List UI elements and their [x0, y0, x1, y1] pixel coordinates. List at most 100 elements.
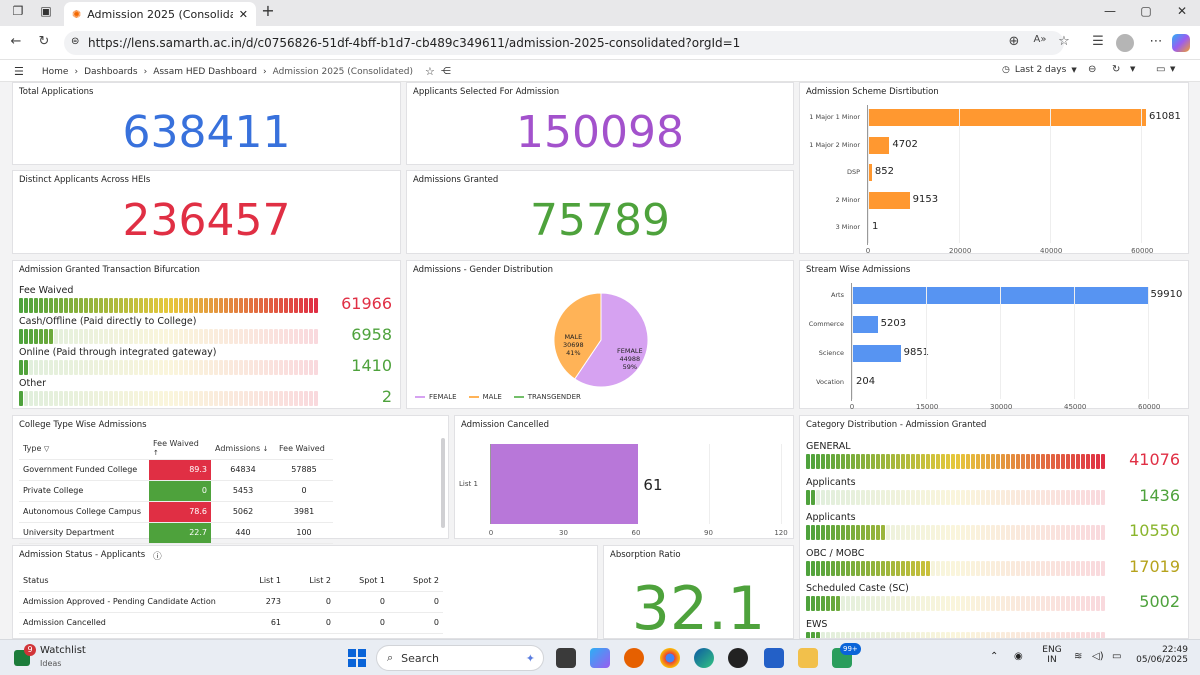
gauge-cell — [1056, 489, 1060, 505]
breadcrumb-dashboards[interactable]: Dashboards — [84, 66, 138, 77]
favorite-icon[interactable]: ☆ — [1058, 34, 1070, 49]
gauge-cell — [174, 391, 178, 406]
column-header-fee-waived[interactable]: Fee Waived — [275, 438, 333, 460]
gauge-cell — [1056, 631, 1060, 638]
minimize-icon[interactable]: — — [1104, 4, 1116, 18]
gauge-cell — [134, 360, 138, 375]
site-info-icon[interactable]: ⊜ — [71, 36, 80, 47]
gauge-cell — [69, 391, 73, 406]
breadcrumb-folder[interactable]: Assam HED Dashboard — [153, 66, 257, 77]
gauge-cell — [1046, 596, 1050, 611]
back-icon[interactable]: ← — [10, 34, 22, 49]
legend-item: FEMALE — [415, 393, 457, 401]
menu-icon[interactable]: ⋯ — [1149, 34, 1163, 49]
gauge-cell — [1076, 489, 1080, 505]
gauge-cell — [996, 631, 1000, 638]
gauge-cell — [1041, 525, 1045, 540]
store-icon[interactable] — [764, 648, 784, 668]
gauge-cell — [901, 525, 905, 540]
close-window-icon[interactable]: ✕ — [1176, 4, 1188, 18]
volume-icon[interactable]: ◁) — [1092, 651, 1104, 662]
file-explorer-icon[interactable] — [798, 648, 818, 668]
profile-avatar[interactable] — [1116, 34, 1134, 52]
gauge-cell — [289, 329, 293, 344]
taskbar-search-box[interactable]: ⌕ Search ✦ — [376, 645, 544, 671]
show-hidden-icons[interactable]: ⌃ — [990, 651, 999, 662]
workspaces-icon[interactable]: ❐ — [12, 4, 24, 18]
gauge-cell — [841, 560, 845, 576]
gauge-cell — [1051, 454, 1055, 469]
column-header-fee-waived-pct[interactable]: Fee Waived ↑ — [149, 438, 211, 460]
time-picker[interactable]: ◷ Last 2 days ▼ — [1002, 65, 1077, 75]
gauge-cell — [229, 298, 233, 313]
tv-mode-icon[interactable]: ▭ — [1156, 64, 1166, 75]
watchlist-title[interactable]: Watchlist — [40, 645, 86, 656]
bar-label: Vocation — [816, 378, 844, 386]
refresh-icon[interactable]: ↻ — [38, 34, 50, 49]
column-header-admissions[interactable]: Admissions ↓ — [211, 438, 275, 460]
column-header-spot1[interactable]: Spot 1 — [335, 570, 389, 592]
pie-slice-female[interactable] — [574, 292, 649, 388]
language-indicator[interactable]: ENG IN — [1040, 645, 1064, 665]
url-bar[interactable]: ⊜ https://lens.samarth.ac.in/d/c0756826-… — [64, 31, 1064, 55]
gauge-cell — [836, 454, 840, 469]
share-icon[interactable]: ⋲ — [440, 66, 451, 77]
column-header-status[interactable]: Status — [19, 570, 229, 592]
vpn-icon[interactable]: ◉ — [1014, 651, 1023, 662]
zoom-icon[interactable]: ⊕ — [1008, 34, 1020, 49]
clock[interactable]: 22:49 05/06/2025 — [1136, 645, 1188, 665]
filter-icon[interactable]: ▽ — [43, 444, 50, 453]
gauge-cell — [129, 360, 133, 375]
read-aloud-icon[interactable]: A» — [1033, 34, 1047, 45]
gauge-cell — [74, 329, 78, 344]
browser-tab[interactable]: ✺ Admission 2025 (Consolidated) - ✕ — [64, 2, 256, 26]
gauge-cell — [1091, 560, 1095, 576]
star-icon[interactable]: ☆ — [425, 65, 435, 78]
maximize-icon[interactable]: ▢ — [1140, 4, 1152, 18]
refresh-dashboard-icon[interactable]: ↻ — [1112, 64, 1121, 75]
hamburger-icon[interactable]: ☰ — [14, 65, 24, 78]
new-tab-button[interactable]: + — [261, 1, 275, 20]
view-chevron-icon[interactable]: ▼ — [1170, 65, 1176, 73]
y-category-label: List 1 — [459, 480, 478, 488]
browser-tab-strip: ❐ ▣ ✺ Admission 2025 (Consolidated) - ✕ … — [0, 0, 1200, 26]
table-scrollbar[interactable] — [441, 438, 445, 528]
chrome-icon[interactable] — [660, 648, 680, 668]
zoom-out-icon[interactable]: ⊖ — [1088, 64, 1097, 75]
table-row: Admission Approved - Pending Candidate A… — [19, 591, 443, 613]
gauge-cell — [109, 391, 113, 406]
gauge-cell — [129, 298, 133, 313]
gauge-cell — [901, 489, 905, 505]
gauge-cell — [1031, 525, 1035, 540]
column-header-spot2[interactable]: Spot 2 — [389, 570, 443, 592]
column-header-list1[interactable]: List 1 — [229, 570, 285, 592]
start-button[interactable] — [348, 649, 366, 667]
close-tab-icon[interactable]: ✕ — [238, 7, 248, 21]
gauge-cell — [931, 631, 935, 638]
gauge-cell — [886, 489, 890, 505]
copilot-taskbar-icon[interactable] — [590, 648, 610, 668]
distinct-applicants-panel: Distinct Applicants Across HEIs 236457 — [12, 170, 401, 254]
column-header-type[interactable]: Type ▽ — [19, 438, 149, 460]
bar — [868, 191, 910, 209]
pie-slice-male[interactable] — [553, 292, 602, 380]
gauge-cell — [1076, 560, 1080, 576]
copilot-icon[interactable] — [1172, 34, 1190, 52]
column-header-list2[interactable]: List 2 — [285, 570, 335, 592]
info-icon[interactable]: ⓘ — [153, 552, 162, 562]
gauge-cell — [49, 329, 53, 344]
favorites-list-icon[interactable]: ☰ — [1092, 34, 1104, 49]
breadcrumb-home[interactable]: Home — [41, 66, 69, 77]
gauge-cell — [294, 329, 298, 344]
task-view-icon[interactable] — [556, 648, 576, 668]
refresh-chevron-icon[interactable]: ▼ — [1130, 65, 1136, 73]
tab-actions-icon[interactable]: ▣ — [40, 4, 52, 18]
battery-icon[interactable]: ▭ — [1112, 651, 1122, 662]
cell-list1: 61 — [229, 612, 285, 634]
wifi-icon[interactable]: ≋ — [1074, 651, 1083, 662]
edge-icon[interactable] — [694, 648, 714, 668]
dell-icon[interactable] — [728, 648, 748, 668]
firefox-icon[interactable] — [624, 648, 644, 668]
gauge-cell — [149, 329, 153, 344]
gauge-cell — [996, 454, 1000, 469]
